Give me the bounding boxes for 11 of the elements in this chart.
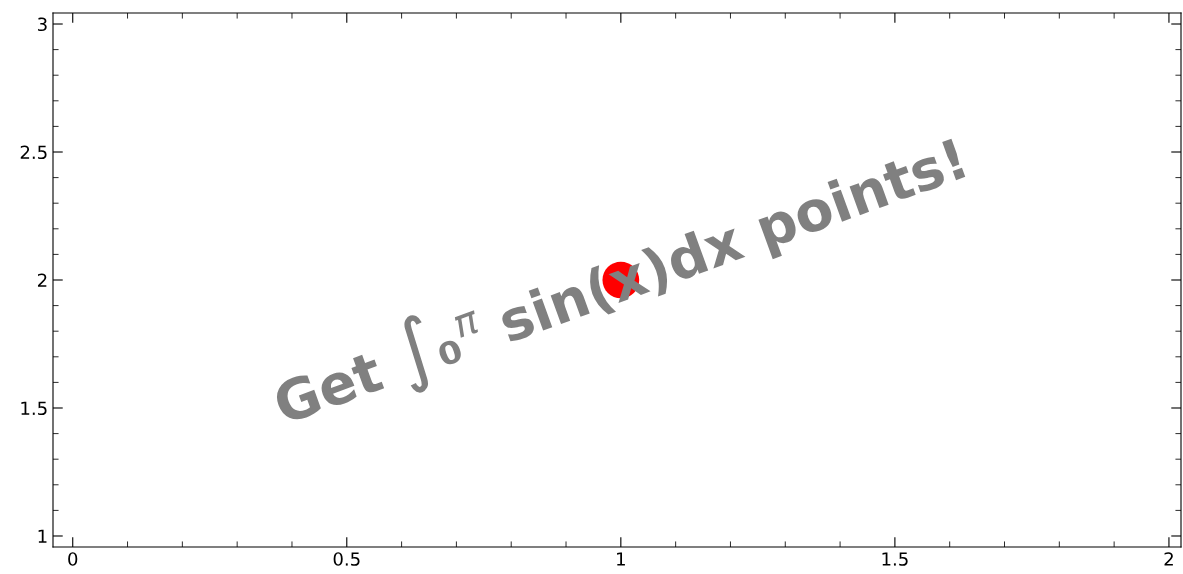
annotation: Get ∫₀$^{π}$ sin(x)dx points! [265,120,971,440]
y-tick-label: 3 [38,17,47,32]
x-tick-label: 2 [1164,552,1173,566]
x-tick-label: 1 [617,552,625,566]
y-tick-label: 1.5 [21,401,47,416]
x-tick-label: 0.5 [333,552,360,566]
x-tick-label: 0 [68,552,78,566]
x-tick-label: 1.5 [882,552,908,566]
y-tick-label: 2.5 [20,145,47,160]
y-tick-label: 1 [38,529,47,543]
y-tick-label: 2 [37,273,47,287]
